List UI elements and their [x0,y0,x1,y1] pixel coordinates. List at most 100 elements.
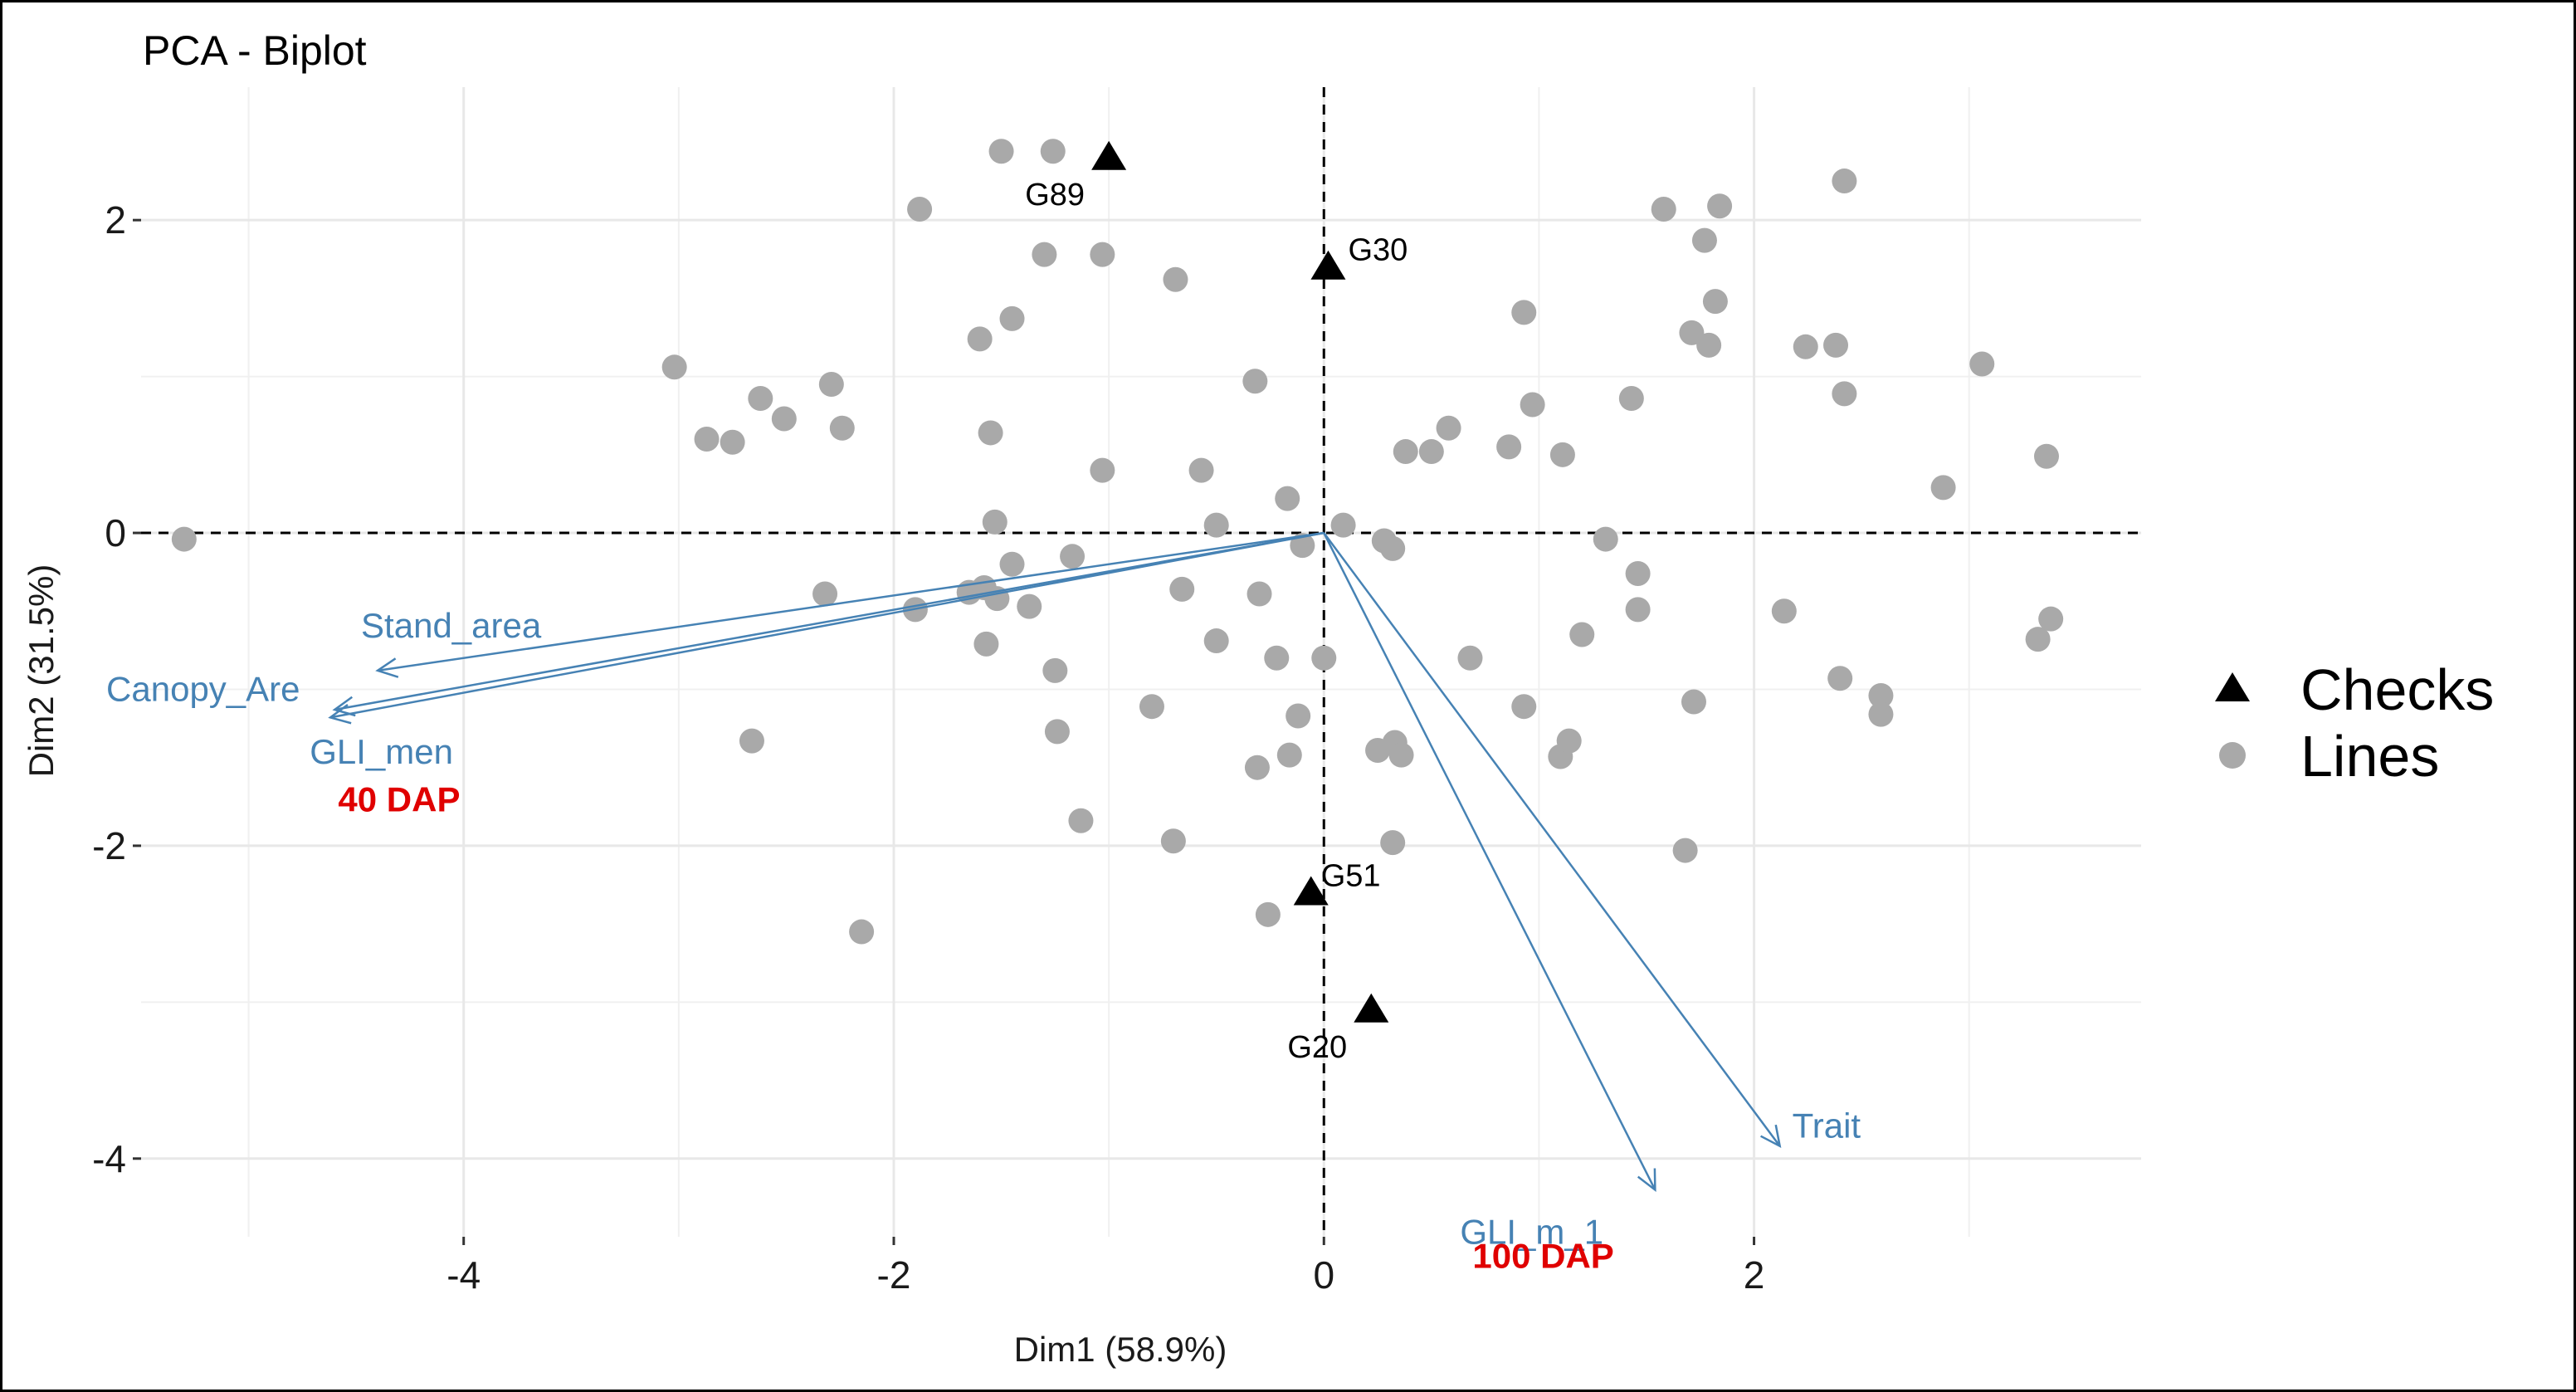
line-point [1969,351,1995,377]
line-point [1160,828,1186,854]
reference-lines [141,87,2141,1237]
line-point [1457,645,1483,671]
y-tick-label: 2 [105,198,126,242]
check-point-triangle [1091,140,1127,170]
line-point [1832,381,1857,407]
line-point [1549,442,1575,467]
line-point [1393,439,1418,465]
line-point [988,139,1014,164]
variable-vector [377,531,1325,672]
line-point [1042,657,1068,683]
line-point [1651,196,1676,222]
line-point [1203,512,1229,538]
dap-annotation: 40 DAP [338,779,460,818]
y-tick-label: -2 [92,824,126,867]
variable-label: GLI_m_1 [1460,1212,1603,1251]
legend-label: Lines [2300,724,2439,789]
line-point [1436,415,1461,441]
line-point [1625,597,1651,623]
line-point [907,196,933,222]
line-point [999,551,1025,577]
line-point [739,728,764,754]
line-point [1163,266,1188,292]
line-point [1593,526,1618,552]
line-point [1068,808,1094,833]
dap-annotation: 100 DAP [1472,1237,1613,1276]
line-point [1169,576,1195,602]
y-tick-label: -4 [92,1137,126,1180]
line-point [1679,320,1705,345]
variable-label: Stand_area [361,606,542,645]
line-point [1707,193,1733,219]
variable-vector [1323,532,1656,1191]
line-point [1032,242,1057,267]
line-point [1868,701,1894,727]
x-tick-label: -4 [446,1253,481,1297]
axis-ticks: -4 -2 0 2 -4 -2 0 2 [92,198,1764,1297]
line-point [1496,434,1522,460]
line-point [1276,742,1302,768]
line-point [1380,535,1406,561]
line-point [771,406,797,432]
line-point [1275,486,1300,511]
line-point [1823,332,1849,358]
line-point [1696,332,1722,358]
line-point [1044,719,1070,745]
line-point [720,429,745,455]
check-point-triangle [1310,250,1346,280]
line-point [982,509,1007,535]
line-point [1188,457,1214,483]
line-point [849,919,875,945]
line-point [1625,561,1651,587]
line-point [1365,737,1391,763]
line-point [1832,169,1857,194]
check-point-label: G51 [1321,858,1381,893]
line-point [171,526,197,552]
line-point [1511,694,1537,720]
line-point [1691,227,1717,253]
y-tick-label: 0 [105,511,126,554]
check-point-label: G89 [1025,178,1085,212]
variable-vector [1323,532,1781,1147]
variable-label: Canopy_Are [106,669,300,708]
variable-vectors [328,531,1782,1193]
line-point [1569,622,1595,647]
variable-vector [334,531,1325,711]
variable-arrowhead [375,657,399,678]
line-point [661,354,687,380]
line-point [1618,385,1644,411]
y-axis-title: Dim2 (31.5%) [22,564,61,778]
line-point [999,305,1025,331]
variable-vector [329,531,1325,719]
line-point [694,426,720,452]
line-point [1060,544,1086,569]
check-point-triangle [1293,876,1329,906]
line-point [967,326,993,352]
x-tick-label: -2 [877,1253,911,1297]
chart-title: PCA - Biplot [143,27,367,74]
legend-label: Checks [2300,657,2494,722]
line-point [1388,742,1414,768]
line-point [973,631,999,657]
line-point [748,385,773,411]
variable-arrowhead [1760,1124,1782,1149]
line-point [1771,598,1797,624]
grid [141,87,2141,1237]
line-point [1556,728,1582,754]
line-point [1511,300,1537,325]
line-point [812,581,838,607]
x-axis-title: Dim1 (58.9%) [1014,1330,1227,1369]
line-point [1672,838,1698,863]
line-point [1017,593,1042,619]
line-point [1827,666,1853,691]
line-point [1520,392,1545,418]
line-point [818,372,844,398]
line-point [1702,289,1728,315]
legend-checks-symbol [2215,672,2250,701]
line-point [1255,901,1281,927]
line-point [1330,512,1356,538]
line-point [1040,139,1066,164]
line-point [1203,628,1229,654]
